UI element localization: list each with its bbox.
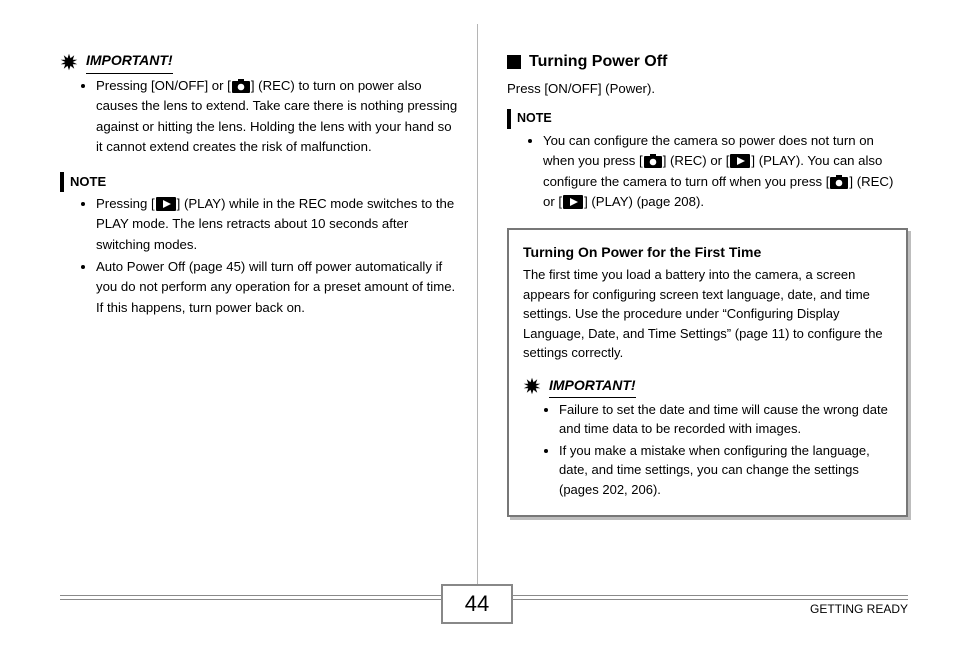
note-list-right: You can configure the camera so power do… bbox=[507, 131, 908, 213]
text-part: ] (REC) or [ bbox=[663, 153, 730, 168]
box-body: The first time you load a battery into t… bbox=[523, 265, 892, 363]
first-time-box: Turning On Power for the First Time The … bbox=[507, 228, 908, 517]
page-number: 44 bbox=[441, 584, 513, 624]
text-part: Pressing [ON/OFF] or [ bbox=[96, 78, 231, 93]
text-part: Pressing [ bbox=[96, 196, 155, 211]
section-heading: Turning Power Off bbox=[507, 50, 908, 75]
heading-subtext: Press [ON/OFF] (Power). bbox=[507, 79, 908, 99]
play-icon bbox=[563, 195, 583, 209]
list-item: If you make a mistake when configuring t… bbox=[559, 441, 892, 500]
list-item: You can configure the camera so power do… bbox=[543, 131, 908, 213]
text-part: ] (PLAY) (page 208). bbox=[584, 194, 704, 209]
camera-icon bbox=[830, 175, 848, 189]
list-item: Auto Power Off (page 45) will turn off p… bbox=[96, 257, 461, 318]
important-header-left: IMPORTANT! bbox=[60, 50, 461, 74]
square-bullet-icon bbox=[507, 55, 521, 69]
camera-icon bbox=[644, 154, 662, 168]
important-list-box: Failure to set the date and time will ca… bbox=[523, 400, 892, 500]
important-label: IMPORTANT! bbox=[86, 50, 173, 74]
play-icon bbox=[156, 197, 176, 211]
burst-icon bbox=[523, 377, 541, 395]
content-columns: IMPORTANT! Pressing [ON/OFF] or [] (REC)… bbox=[60, 50, 908, 580]
note-label-right: NOTE bbox=[507, 109, 908, 128]
list-item: Pressing [ON/OFF] or [] (REC) to turn on… bbox=[96, 76, 461, 158]
left-column: IMPORTANT! Pressing [ON/OFF] or [] (REC)… bbox=[60, 50, 473, 580]
note-list-left: Pressing [] (PLAY) while in the REC mode… bbox=[60, 194, 461, 319]
burst-icon bbox=[60, 53, 78, 71]
heading-text: Turning Power Off bbox=[529, 50, 667, 75]
note-label-left: NOTE bbox=[60, 172, 461, 192]
play-icon bbox=[730, 154, 750, 168]
manual-page: IMPORTANT! Pressing [ON/OFF] or [] (REC)… bbox=[0, 0, 954, 646]
important-header-box: IMPORTANT! bbox=[523, 375, 892, 398]
right-column: Turning Power Off Press [ON/OFF] (Power)… bbox=[495, 50, 908, 580]
box-title: Turning On Power for the First Time bbox=[523, 242, 892, 263]
important-label: IMPORTANT! bbox=[549, 375, 636, 398]
camera-icon bbox=[232, 79, 250, 93]
footer-section-label: GETTING READY bbox=[810, 602, 908, 616]
page-number-text: 44 bbox=[465, 591, 489, 617]
list-item: Pressing [] (PLAY) while in the REC mode… bbox=[96, 194, 461, 255]
important-list-left: Pressing [ON/OFF] or [] (REC) to turn on… bbox=[60, 76, 461, 158]
list-item: Failure to set the date and time will ca… bbox=[559, 400, 892, 439]
